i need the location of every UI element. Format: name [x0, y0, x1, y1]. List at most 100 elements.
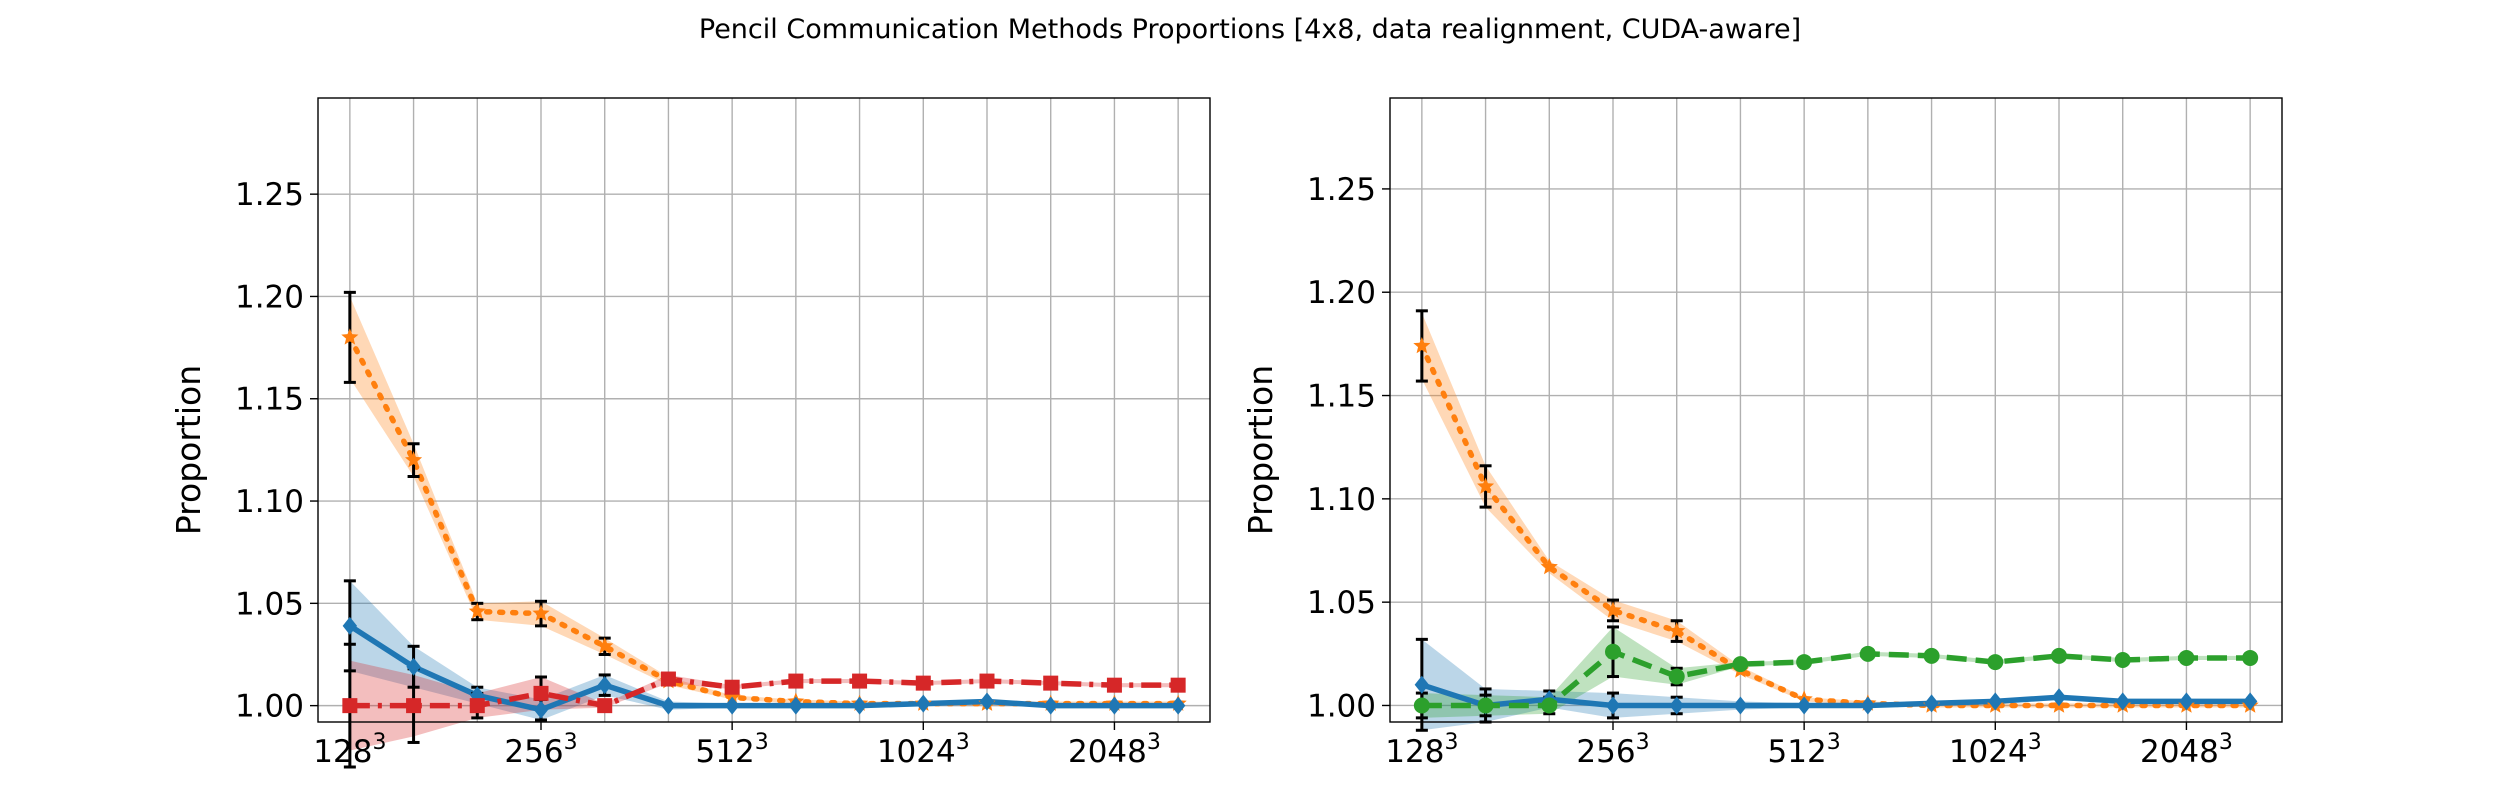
series-line-3: [349, 676, 1179, 709]
series-line-1: [347, 334, 1181, 707]
data-point: [979, 692, 995, 711]
data-point: [405, 451, 423, 468]
data-point: [2051, 688, 2067, 707]
y-tick-label: 1.20: [235, 279, 304, 315]
data-point: [2051, 647, 2067, 664]
data-point: [1796, 696, 1812, 715]
y-tick-label: 1.10: [1307, 482, 1376, 518]
y-axis-label: Proportion: [169, 365, 208, 535]
data-point: [852, 673, 868, 689]
data-point: [532, 604, 550, 621]
x-tick-label: 5123: [696, 730, 769, 770]
x-tick-label: 1283: [313, 730, 386, 770]
data-point: [1043, 675, 1059, 691]
plot-frame: [1389, 97, 2283, 723]
data-point: [406, 657, 421, 676]
chart-panel-2: 1.00 1.05 1.10 1.15 1.20 1.25 1283 2563 5123 1024…: [1241, 97, 2283, 770]
data-point: [1043, 696, 1058, 715]
data-point: [468, 602, 486, 619]
data-point: [916, 694, 931, 713]
data-point: [596, 637, 614, 654]
data-point: [1107, 696, 1122, 715]
y-tick-label: 1.05: [1307, 585, 1376, 621]
panels: 1.00 1.05 1.10 1.15 1.20 1.25 1283 2563 5123 1024…: [169, 97, 2283, 770]
data-point: [1414, 675, 1430, 694]
data-point: [2179, 692, 2194, 711]
x-tick-label: 5123: [1768, 730, 1841, 770]
data-point: [597, 698, 613, 714]
data-point: [1859, 645, 1876, 662]
data-point: [341, 328, 359, 345]
series-markers-3: [342, 671, 1186, 714]
data-point: [597, 676, 612, 695]
y-tick-label: 1.05: [235, 586, 304, 622]
data-point: [2242, 649, 2259, 666]
data-point: [1540, 558, 1558, 575]
y-tick-label: 1.15: [235, 382, 304, 418]
data-point: [1669, 696, 1684, 715]
y-tick-label: 1.10: [235, 484, 304, 520]
y-tick-label: 1.20: [1307, 275, 1376, 311]
data-point: [342, 698, 358, 714]
series-line-3: [1421, 648, 2251, 709]
x-tick-label: 10243: [877, 730, 970, 770]
data-point: [469, 698, 485, 714]
data-point: [1413, 697, 1430, 714]
data-point: [2114, 652, 2131, 669]
series-line-2: [348, 623, 1179, 713]
data-point: [1605, 643, 1621, 660]
series-markers-2: [1414, 675, 2258, 715]
data-point: [1668, 668, 1685, 685]
data-point: [533, 685, 549, 701]
data-point: [1733, 696, 1748, 715]
data-point: [1923, 647, 1940, 664]
grid: [1390, 98, 2282, 722]
data-point: [533, 700, 549, 719]
data-point: [852, 696, 867, 715]
data-point: [2242, 692, 2258, 711]
data-point: [1170, 696, 1186, 715]
data-point: [1413, 336, 1431, 354]
data-point: [724, 679, 740, 695]
series-markers-2: [342, 616, 1186, 719]
data-point: [1604, 601, 1622, 618]
chart-title: Pencil Communication Methods Proportions…: [699, 14, 1801, 45]
data-point: [723, 688, 741, 705]
y-axis-label: Proportion: [1241, 365, 1280, 535]
chart-panel-1: 1.00 1.05 1.10 1.15 1.20 1.25 1283 2563 5123 1024…: [169, 97, 1211, 770]
data-point: [2178, 649, 2195, 666]
data-point: [1732, 656, 1749, 673]
data-point: [342, 616, 358, 635]
series-line-2: [1421, 682, 2251, 709]
x-tick-label: 2563: [504, 730, 577, 770]
data-point: [915, 675, 931, 691]
y-tick-label: 1.15: [1307, 379, 1376, 415]
y-tick-label: 1.00: [1307, 688, 1376, 724]
data-point: [660, 671, 676, 687]
x-tick-label: 20483: [2140, 730, 2233, 770]
data-point: [1541, 697, 1558, 714]
grid: [318, 98, 1210, 722]
data-point: [1477, 477, 1495, 494]
data-point: [1796, 654, 1813, 671]
data-point: [788, 696, 804, 715]
series-markers-1: [341, 328, 1187, 711]
data-point: [1924, 694, 1939, 713]
data-point: [1668, 622, 1686, 639]
data-point: [2115, 692, 2130, 711]
data-point: [1170, 677, 1186, 693]
data-point: [724, 696, 740, 715]
data-point: [406, 698, 422, 714]
data-point: [661, 696, 676, 715]
x-tick-label: 20483: [1068, 730, 1161, 770]
data-point: [979, 673, 995, 689]
data-point: [1987, 654, 2004, 671]
series-band-3: [1421, 626, 2251, 718]
y-tick-label: 1.25: [235, 177, 304, 213]
y-tick-label: 1.25: [1307, 172, 1376, 208]
series-line-1: [1419, 343, 2253, 709]
data-point: [1988, 692, 2003, 711]
data-point: [788, 673, 804, 689]
y-tick-label: 1.00: [235, 689, 304, 725]
